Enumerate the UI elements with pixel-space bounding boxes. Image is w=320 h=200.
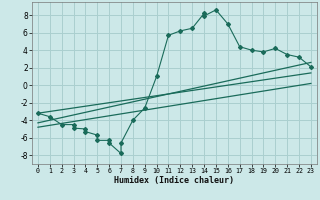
X-axis label: Humidex (Indice chaleur): Humidex (Indice chaleur)	[115, 176, 234, 185]
